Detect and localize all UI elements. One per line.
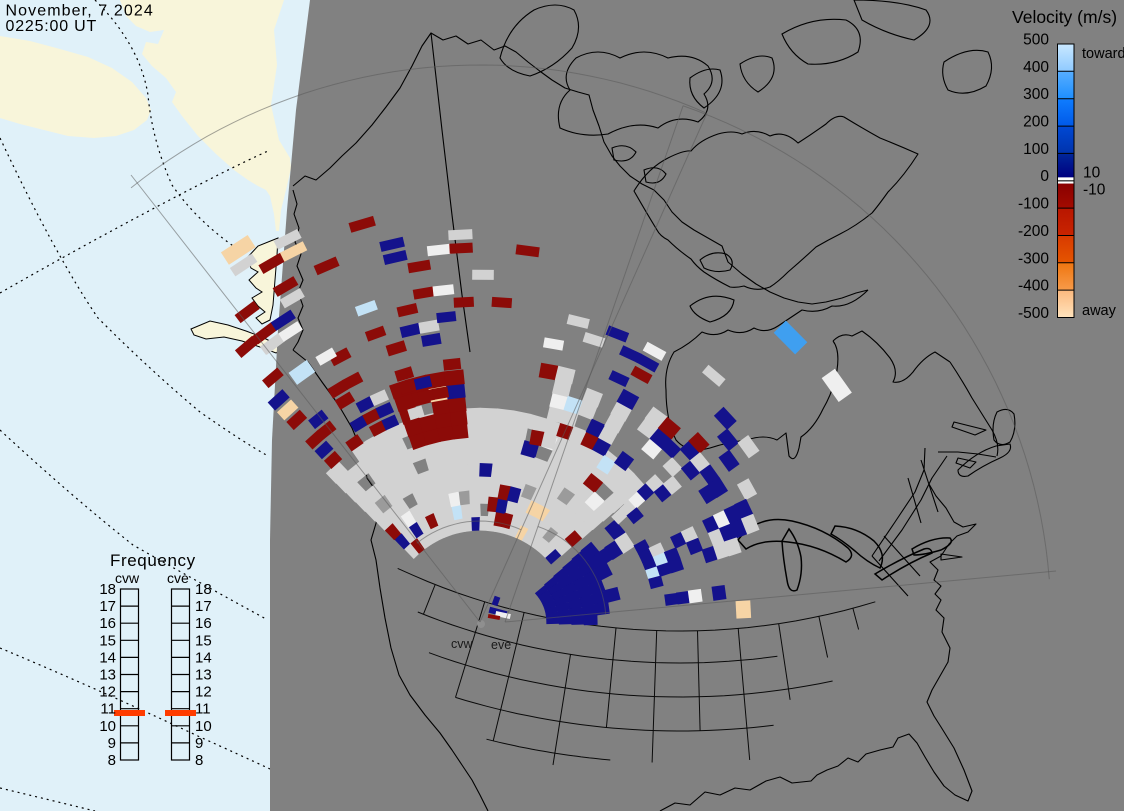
svg-text:17: 17 [195, 598, 212, 615]
svg-text:away: away [1082, 303, 1117, 319]
svg-text:cvw: cvw [451, 637, 474, 651]
svg-text:17: 17 [99, 598, 116, 615]
svg-text:15: 15 [195, 632, 212, 649]
svg-text:cvw: cvw [115, 570, 140, 586]
svg-text:-200: -200 [1018, 223, 1049, 240]
svg-text:100: 100 [1023, 141, 1049, 158]
svg-text:toward: toward [1082, 46, 1124, 62]
svg-text:10: 10 [99, 718, 116, 735]
svg-text:300: 300 [1023, 86, 1049, 103]
svg-text:-300: -300 [1018, 250, 1049, 267]
svg-text:200: 200 [1023, 114, 1049, 131]
svg-text:-400: -400 [1018, 278, 1049, 295]
svg-text:Frequency: Frequency [110, 551, 196, 570]
svg-text:0225:00 UT: 0225:00 UT [6, 18, 98, 35]
svg-text:-500: -500 [1018, 305, 1049, 322]
svg-text:11: 11 [100, 701, 116, 718]
svg-text:12: 12 [195, 684, 212, 701]
svg-text:13: 13 [99, 667, 116, 684]
svg-text:400: 400 [1023, 59, 1049, 76]
svg-text:8: 8 [195, 752, 203, 769]
svg-text:16: 16 [195, 615, 212, 632]
svg-text:11: 11 [195, 701, 211, 718]
svg-text:15: 15 [99, 632, 116, 649]
svg-text:9: 9 [195, 735, 203, 752]
svg-text:November, 7 2024: November, 7 2024 [6, 3, 154, 20]
svg-text:16: 16 [99, 615, 116, 632]
svg-text:10: 10 [1083, 165, 1101, 182]
svg-text:18: 18 [195, 581, 212, 598]
svg-text:14: 14 [99, 649, 116, 666]
svg-text:eve: eve [491, 638, 511, 652]
svg-text:10: 10 [195, 718, 212, 735]
svg-text:-10: -10 [1083, 182, 1106, 199]
svg-text:cve: cve [167, 570, 189, 586]
svg-text:8: 8 [108, 752, 116, 769]
svg-text:13: 13 [195, 667, 212, 684]
svg-text:-100: -100 [1018, 196, 1049, 213]
svg-text:500: 500 [1023, 32, 1049, 49]
svg-text:18: 18 [99, 581, 116, 598]
svg-text:0: 0 [1040, 168, 1049, 185]
svg-text:Velocity (m/s): Velocity (m/s) [1012, 7, 1117, 27]
svg-text:14: 14 [195, 649, 212, 666]
svg-text:12: 12 [99, 684, 116, 701]
svg-text:9: 9 [108, 735, 116, 752]
